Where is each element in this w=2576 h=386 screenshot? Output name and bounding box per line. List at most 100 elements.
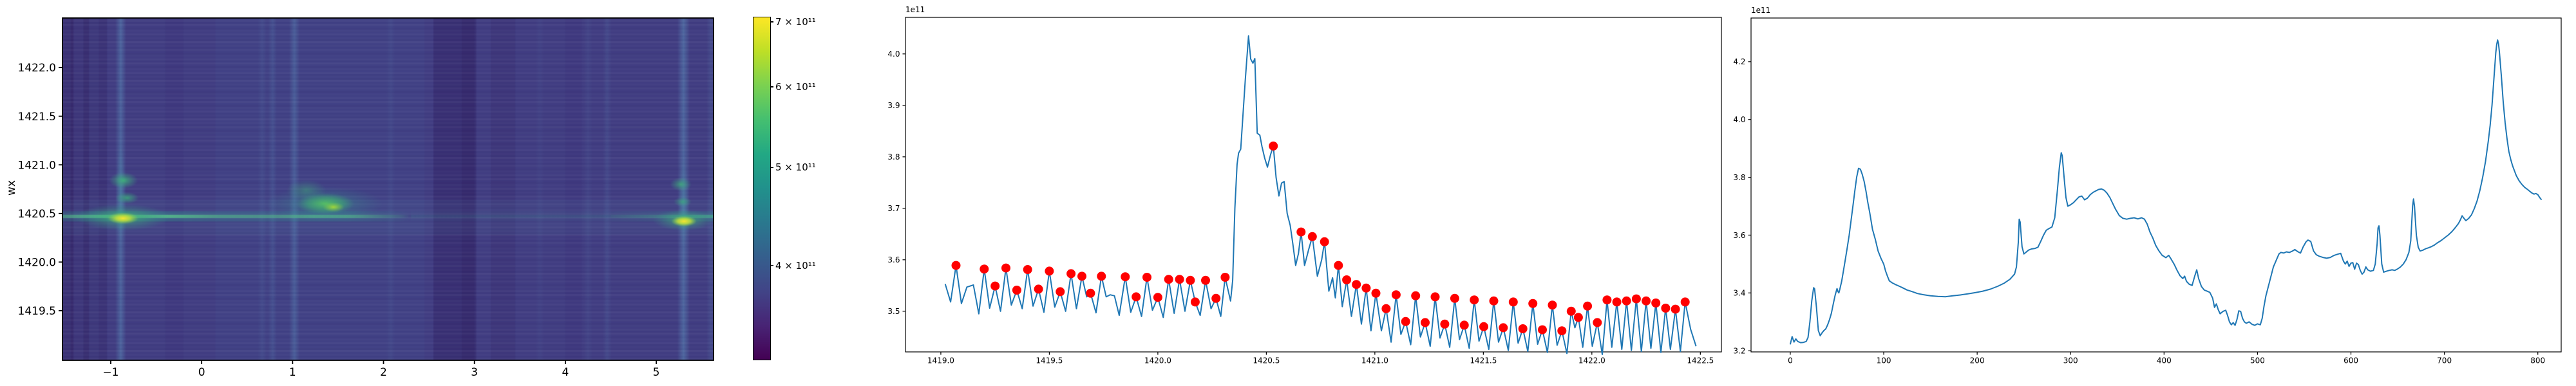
peak-marker <box>1045 266 1054 276</box>
x-tick-label: 0 <box>198 366 205 379</box>
peak-marker <box>1132 292 1141 302</box>
x-tick-label: 1420.0 <box>1144 356 1171 365</box>
peak-marker <box>1508 297 1518 307</box>
timeseries-offset-label: 1e11 <box>1751 6 1771 15</box>
peak-marker <box>1661 304 1671 313</box>
y-tick-label: 1421.5 <box>18 111 56 124</box>
peak-marker <box>1296 227 1306 237</box>
x-tick-label: 1420.5 <box>1253 356 1280 365</box>
peak-marker <box>1651 299 1661 308</box>
colorbar-tick-label: 7 × 10¹¹ <box>775 16 816 28</box>
y-tick-label: 3.2 <box>1733 347 1745 356</box>
peak-marker <box>1421 318 1430 327</box>
peak-marker <box>1269 142 1278 151</box>
y-tick-label: 3.4 <box>1733 289 1745 298</box>
colorbar-tick-label: 6 × 10¹¹ <box>775 80 816 93</box>
x-tick-label: 1 <box>289 366 296 379</box>
x-tick-label: 1422.0 <box>1578 356 1605 365</box>
peak-marker <box>1142 273 1151 282</box>
peak-marker <box>1411 291 1421 300</box>
peak-marker <box>1593 318 1602 327</box>
y-tick-label: 1419.5 <box>18 305 56 318</box>
peak-marker <box>1671 304 1680 314</box>
y-tick-label: 3.9 <box>887 101 900 110</box>
peak-marker <box>1056 287 1065 297</box>
x-tick-label: 3 <box>471 366 478 379</box>
colorbar <box>753 17 771 360</box>
axes-spines <box>905 17 1722 353</box>
x-tick-label: 1422.5 <box>1687 356 1714 365</box>
x-tick-label: 500 <box>2250 356 2265 365</box>
peak-marker <box>1023 265 1032 274</box>
peak-marker <box>1352 280 1361 290</box>
peak-marker <box>1186 275 1195 285</box>
y-tick-label: 3.8 <box>1733 173 1745 182</box>
peak-marker <box>1489 296 1499 306</box>
y-tick-label: 3.5 <box>887 307 900 316</box>
x-tick-label: 100 <box>1877 356 1891 365</box>
peak-marker <box>1320 237 1329 246</box>
colorbar-tick-mark <box>771 21 773 23</box>
y-tick-label: 3.6 <box>887 255 900 264</box>
peak-marker <box>1086 288 1095 298</box>
y-tick-label: 4.0 <box>1733 115 1745 124</box>
peak-marker <box>1583 301 1593 311</box>
peak-marker <box>990 281 1000 291</box>
peak-marker <box>1631 294 1641 304</box>
y-tick-label: 3.8 <box>887 152 900 161</box>
x-tick-label: 1421.5 <box>1470 356 1497 365</box>
colorbar-tick-label: 4 × 10¹¹ <box>775 259 816 271</box>
peak-marker <box>1459 320 1469 330</box>
peak-marker <box>1012 286 1021 295</box>
peak-marker <box>1211 293 1221 303</box>
heatmap-image <box>62 18 714 360</box>
peak-marker <box>1381 304 1391 313</box>
colorbar-tick-label: 5 × 10¹¹ <box>775 161 816 174</box>
peak-marker <box>951 261 961 270</box>
peak-marker <box>980 264 989 274</box>
x-tick-label: 0 <box>1788 356 1793 365</box>
heatmap-y-axis-label: wx <box>5 180 18 196</box>
colorbar-tick-mark <box>771 167 773 169</box>
peak-marker <box>1450 293 1459 303</box>
peak-marker <box>1430 292 1440 302</box>
data-line <box>1789 39 2543 345</box>
x-tick-label: 1419.5 <box>1036 356 1063 365</box>
peak-marker <box>1401 317 1410 326</box>
x-tick-label: 400 <box>2157 356 2172 365</box>
peak-marker <box>1479 322 1488 331</box>
peak-marker <box>1342 275 1352 284</box>
y-tick-label: 3.6 <box>1733 231 1745 240</box>
x-tick-label: 200 <box>1970 356 1985 365</box>
peak-marker <box>1573 313 1583 322</box>
peak-marker <box>1470 295 1479 305</box>
peak-marker <box>1153 293 1162 302</box>
x-tick-label: −1 <box>102 366 118 379</box>
peak-marker <box>1190 297 1200 307</box>
peak-marker <box>1642 296 1651 306</box>
peak-marker <box>1440 319 1450 329</box>
peak-marker <box>1680 297 1690 307</box>
peak-marker <box>1307 232 1317 241</box>
x-tick-label: 600 <box>2344 356 2358 365</box>
peak-marker <box>1066 269 1076 279</box>
peak-marker <box>1034 284 1043 294</box>
peak-marker <box>1334 261 1343 270</box>
y-tick-label: 1421.0 <box>18 159 56 172</box>
x-tick-label: 2 <box>380 366 387 379</box>
x-tick-label: 4 <box>562 366 569 379</box>
peak-marker <box>1201 275 1210 285</box>
peak-marker <box>1121 272 1130 282</box>
data-line <box>944 35 1697 355</box>
peak-marker <box>1566 306 1576 316</box>
y-tick-label: 3.7 <box>887 204 900 213</box>
peak-marker <box>1097 271 1106 281</box>
colorbar-tick-mark <box>771 86 773 87</box>
y-tick-label: 4.0 <box>887 50 900 59</box>
peak-marker <box>1164 275 1173 284</box>
y-tick-label: 1420.0 <box>18 256 56 269</box>
x-tick-label: 5 <box>653 366 660 379</box>
peak-marker <box>1175 275 1184 284</box>
peak-marker <box>1548 300 1557 310</box>
